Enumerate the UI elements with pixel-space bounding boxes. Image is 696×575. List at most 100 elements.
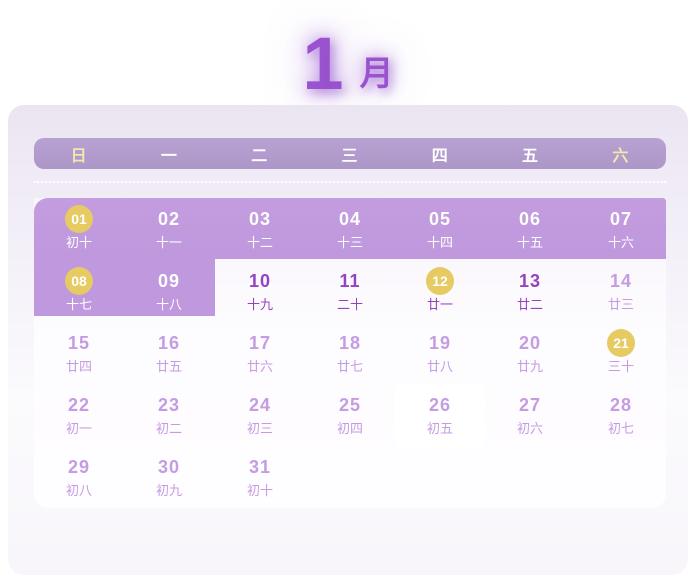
- day-lunar: 廿六: [246, 359, 273, 374]
- weekday-thu: 四: [431, 147, 449, 165]
- highlight-block-week1: [34, 198, 666, 259]
- day-number: 18: [338, 333, 362, 353]
- day-number: 30: [157, 457, 181, 477]
- day-cell-05[interactable]: 05 十四: [395, 198, 485, 260]
- day-cell-14[interactable]: 14 廿三: [576, 260, 666, 322]
- day-lunar: 十四: [426, 235, 453, 250]
- month-unit-label: 月: [359, 55, 394, 93]
- day-cell-06[interactable]: 06 十五: [485, 198, 575, 260]
- weekday-tue: 二: [251, 147, 269, 165]
- day-cell-17[interactable]: 17 廿六: [215, 322, 305, 384]
- day-lunar: 十八: [155, 297, 182, 312]
- day-cell-26-today[interactable]: 26 初五: [395, 384, 485, 446]
- day-lunar: 十九: [246, 297, 273, 312]
- day-cell-09[interactable]: 09 十八: [124, 260, 214, 322]
- day-cell-03[interactable]: 03 十二: [215, 198, 305, 260]
- weekday-sat: 六: [612, 147, 630, 165]
- day-cell-12[interactable]: 12 廿一: [395, 260, 485, 322]
- day-cell-13[interactable]: 13 廿二: [485, 260, 575, 322]
- day-cell-19[interactable]: 19 廿八: [395, 322, 485, 384]
- day-number: 14: [609, 271, 633, 291]
- day-lunar: 初五: [426, 421, 453, 436]
- day-number: 06: [518, 209, 542, 229]
- day-number-badge: 08: [65, 267, 93, 295]
- day-lunar: 廿七: [336, 359, 363, 374]
- day-cell-20[interactable]: 20 廿九: [485, 322, 575, 384]
- day-cell-11[interactable]: 11 二十: [305, 260, 395, 322]
- day-lunar: 三十: [607, 359, 634, 374]
- month-title: 1 月: [0, 0, 696, 105]
- day-cell-23[interactable]: 23 初二: [124, 384, 214, 446]
- day-number: 19: [428, 333, 452, 353]
- day-number: 04: [338, 209, 362, 229]
- day-cell-28[interactable]: 28 初七: [576, 384, 666, 446]
- day-cell-18[interactable]: 18 廿七: [305, 322, 395, 384]
- day-cell-07[interactable]: 07 十六: [576, 198, 666, 260]
- day-lunar: 初十: [246, 483, 273, 498]
- weekday-mon: 一: [160, 147, 178, 165]
- day-cell-02[interactable]: 02 十一: [124, 198, 214, 260]
- day-cell-29[interactable]: 29 初八: [34, 446, 124, 508]
- day-lunar: 十三: [336, 235, 363, 250]
- day-cell-22[interactable]: 22 初一: [34, 384, 124, 446]
- day-number: 31: [248, 457, 272, 477]
- day-lunar: 初十: [65, 235, 92, 250]
- day-cell-30[interactable]: 30 初九: [124, 446, 214, 508]
- day-lunar: 廿九: [516, 359, 543, 374]
- day-lunar: 廿三: [607, 297, 634, 312]
- day-cell-27[interactable]: 27 初六: [485, 384, 575, 446]
- day-lunar: 初二: [155, 421, 182, 436]
- day-lunar: 十一: [155, 235, 182, 250]
- day-number: 07: [609, 209, 633, 229]
- day-number: 05: [428, 209, 452, 229]
- day-cell-24[interactable]: 24 初三: [215, 384, 305, 446]
- day-cell-10[interactable]: 10 十九: [215, 260, 305, 322]
- day-lunar: 二十: [336, 297, 363, 312]
- day-cell-21[interactable]: 21 三十: [576, 322, 666, 384]
- day-number: 13: [518, 271, 542, 291]
- day-cell-31[interactable]: 31 初十: [215, 446, 305, 508]
- month-number: 1: [302, 21, 343, 105]
- day-number: 25: [338, 395, 362, 415]
- weekday-header-bar: 日 一 二 三 四 五 六: [34, 138, 666, 169]
- day-number: 16: [157, 333, 181, 353]
- dotted-divider: [34, 181, 666, 183]
- day-number: 02: [157, 209, 181, 229]
- weekday-sun: 日: [70, 147, 88, 165]
- day-number: 23: [157, 395, 181, 415]
- day-cell-01[interactable]: 01 初十: [34, 198, 124, 260]
- day-number-badge: 12: [426, 267, 454, 295]
- day-lunar: 廿一: [426, 297, 453, 312]
- day-number: 09: [157, 271, 181, 291]
- day-number: 20: [518, 333, 542, 353]
- day-number: 26: [428, 395, 452, 415]
- highlight-block-week2: [34, 258, 215, 316]
- day-lunar: 初八: [65, 483, 92, 498]
- day-cell-08[interactable]: 08 十七: [34, 260, 124, 322]
- day-cell-15[interactable]: 15 廿四: [34, 322, 124, 384]
- weekday-wed: 三: [341, 147, 359, 165]
- day-lunar: 十二: [246, 235, 273, 250]
- day-number: 29: [67, 457, 91, 477]
- day-lunar: 初三: [246, 421, 273, 436]
- day-lunar: 初六: [516, 421, 543, 436]
- day-lunar: 十六: [607, 235, 634, 250]
- day-number: 15: [67, 333, 91, 353]
- day-number: 24: [248, 395, 272, 415]
- day-lunar: 初七: [607, 421, 634, 436]
- day-lunar: 初四: [336, 421, 363, 436]
- day-number: 22: [67, 395, 91, 415]
- day-number-badge: 01: [65, 205, 93, 233]
- day-cell-04[interactable]: 04 十三: [305, 198, 395, 260]
- day-lunar: 廿四: [65, 359, 92, 374]
- day-cell-25[interactable]: 25 初四: [305, 384, 395, 446]
- day-lunar: 初一: [65, 421, 92, 436]
- day-number: 28: [609, 395, 633, 415]
- day-cell-16[interactable]: 16 廿五: [124, 322, 214, 384]
- day-number: 03: [248, 209, 272, 229]
- day-lunar: 十七: [65, 297, 92, 312]
- day-lunar: 初九: [155, 483, 182, 498]
- day-number-badge: 21: [607, 329, 635, 357]
- day-number: 10: [248, 271, 272, 291]
